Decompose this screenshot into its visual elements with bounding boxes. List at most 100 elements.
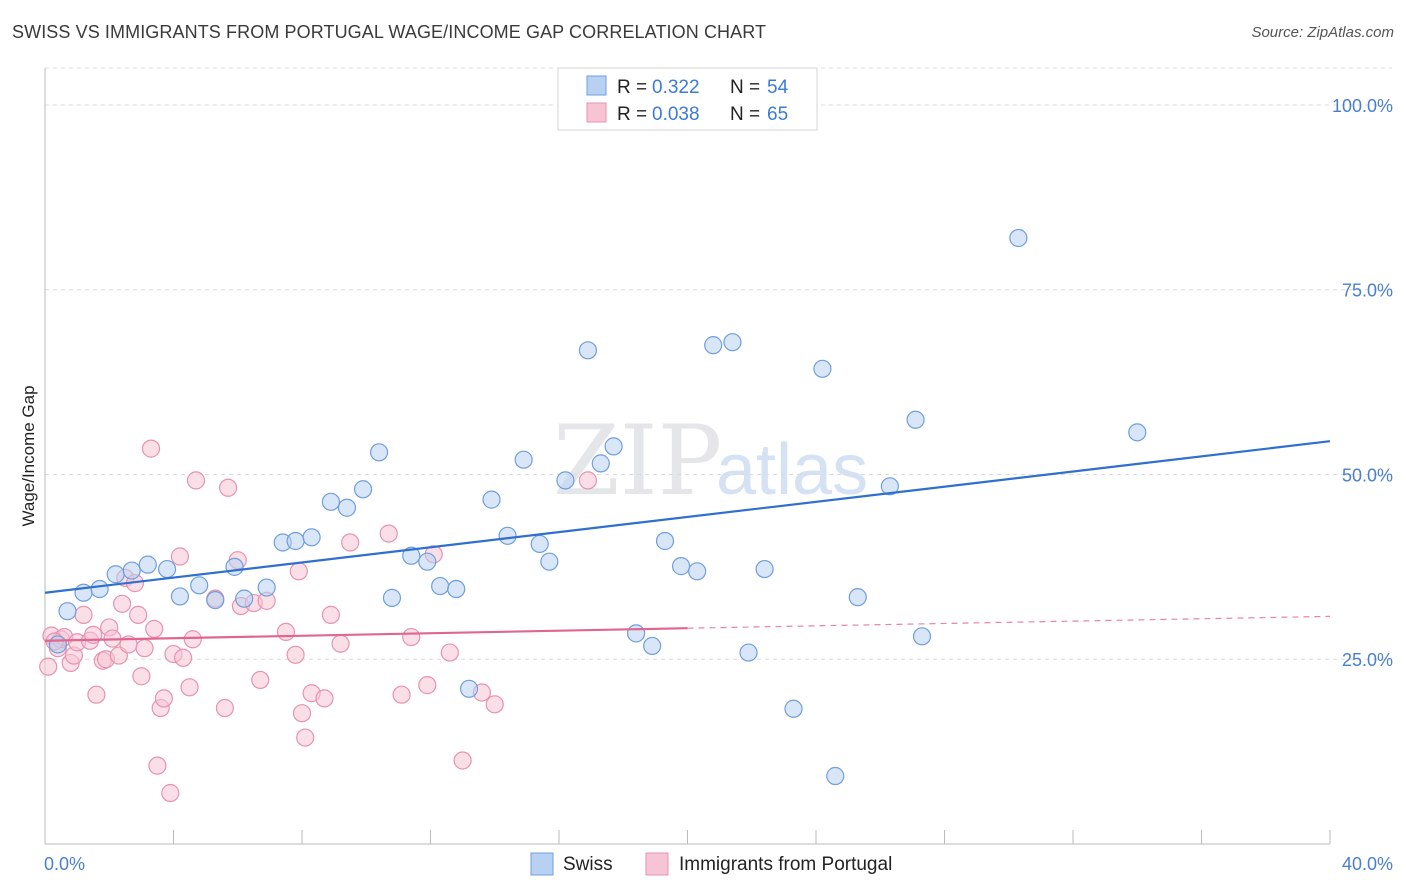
swiss-point — [190, 576, 209, 595]
portugal-trend-line-extension — [687, 615, 1331, 629]
legend-swatch-swiss — [586, 75, 607, 96]
x-tick-label-max: 40.0% — [1342, 854, 1393, 874]
swiss-point — [704, 336, 723, 355]
portugal-point — [341, 533, 360, 552]
portugal-point — [186, 471, 206, 490]
swiss-point — [643, 636, 662, 656]
portugal-point — [418, 676, 437, 695]
swiss-point — [106, 565, 125, 584]
source-credit: Source: ZipAtlas.com — [1251, 24, 1394, 41]
swiss-point — [418, 552, 437, 571]
chart-title: SWISS VS IMMIGRANTS FROM PORTUGAL WAGE/I… — [12, 22, 767, 42]
legend-n-label-portugal: N = — [730, 104, 760, 125]
swiss-point — [302, 528, 321, 547]
portugal-point — [485, 695, 504, 714]
bottom-legend-swatch-swiss — [530, 852, 554, 876]
swiss-point — [257, 578, 276, 597]
y-tick-label: 75.0% — [1342, 281, 1393, 301]
portugal-point — [39, 657, 58, 676]
watermark-zip: ZIP — [553, 405, 722, 517]
portugal-point — [578, 471, 598, 490]
portugal-point — [112, 594, 132, 613]
portugal-point — [154, 689, 173, 708]
swiss-point — [1128, 423, 1147, 442]
swiss-point — [880, 477, 899, 496]
portugal-point — [315, 689, 334, 708]
swiss-point — [498, 526, 517, 545]
swiss-point — [540, 552, 559, 571]
watermark-atlas: atlas — [716, 430, 868, 510]
swiss-points — [48, 228, 1147, 786]
swiss-point — [138, 555, 157, 574]
swiss-point — [402, 546, 421, 565]
swiss-point — [337, 498, 357, 517]
bottom-legend: Swiss Immigrants from Portugal — [530, 852, 892, 876]
portugal-point — [286, 645, 305, 664]
swiss-point — [530, 534, 549, 554]
swiss-point — [906, 410, 925, 429]
portugal-point — [215, 698, 234, 718]
bottom-legend-label-portugal: Immigrants from Portugal — [679, 854, 892, 875]
swiss-point — [447, 579, 466, 599]
swiss-point — [353, 480, 373, 499]
portugal-point — [180, 678, 199, 697]
portugal-point — [296, 728, 315, 747]
portugal-point — [321, 605, 341, 624]
swiss-point — [58, 602, 77, 621]
legend-n-label-swiss: N = — [730, 77, 760, 98]
swiss-point — [671, 557, 691, 576]
swiss-point — [286, 531, 305, 551]
portugal-point — [392, 685, 411, 704]
y-tick-label: 50.0% — [1342, 465, 1393, 485]
portugal-point — [141, 439, 161, 458]
swiss-point — [235, 589, 254, 608]
legend-box: R = 0.322 N = 54 R = 0.038 N = 65 — [557, 67, 818, 131]
swiss-point — [382, 588, 402, 607]
swiss-point — [591, 454, 610, 473]
swiss-point — [370, 443, 389, 462]
legend-r-value-portugal: 0.038 — [652, 104, 700, 125]
portugal-point — [251, 670, 270, 690]
portugal-point — [87, 685, 106, 704]
y-axis-label: Wage/Income Gap — [19, 385, 38, 526]
swiss-trend-line — [44, 440, 1331, 594]
swiss-point — [206, 591, 225, 610]
legend-n-value-portugal: 65 — [767, 104, 788, 125]
portugal-point — [161, 783, 180, 803]
bottom-legend-label-swiss: Swiss — [563, 854, 613, 875]
x-tick-label-min: 0.0% — [44, 854, 85, 874]
legend-r-label-portugal: R = — [617, 104, 647, 125]
y-tick-labels: 25.0% 50.0% 75.0% 100.0% — [1332, 96, 1393, 670]
swiss-point — [431, 576, 450, 596]
swiss-point — [912, 627, 932, 646]
trend-lines — [44, 440, 1331, 642]
swiss-point — [90, 579, 109, 599]
swiss-point — [170, 587, 190, 606]
portugal-point — [129, 605, 148, 624]
portugal-point — [289, 562, 308, 581]
swiss-point — [723, 333, 742, 352]
portugal-point — [170, 547, 190, 566]
y-tick-label: 100.0% — [1332, 96, 1393, 116]
legend-r-label-swiss: R = — [617, 77, 647, 98]
portugal-trend-line — [44, 627, 688, 642]
portugal-point — [219, 478, 238, 497]
portugal-point — [402, 627, 421, 647]
swiss-point — [225, 557, 244, 576]
swiss-point — [826, 766, 845, 786]
portugal-point — [174, 648, 193, 667]
swiss-point — [514, 450, 533, 469]
portugal-point — [132, 667, 151, 686]
portugal-point — [331, 634, 350, 653]
portugal-point — [148, 756, 167, 775]
swiss-point — [813, 359, 832, 378]
legend-r-value-swiss: 0.322 — [652, 77, 700, 98]
portugal-point — [135, 639, 154, 658]
legend-swatch-portugal — [586, 102, 607, 123]
swiss-point — [784, 699, 803, 718]
grid-lines — [45, 67, 1392, 660]
swiss-point — [688, 562, 707, 581]
portugal-point — [379, 524, 398, 543]
swiss-point — [321, 492, 341, 511]
